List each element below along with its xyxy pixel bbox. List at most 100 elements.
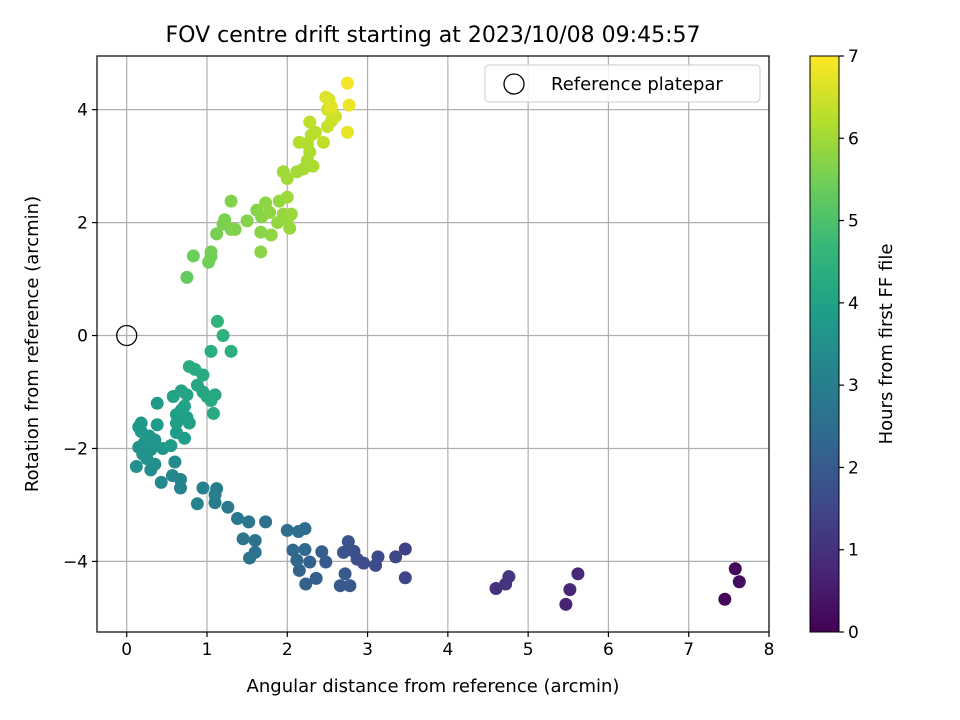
data-point	[280, 190, 294, 204]
data-point	[129, 460, 143, 474]
data-point	[292, 524, 306, 538]
x-tick-label: 2	[282, 640, 293, 660]
legend-entry: Reference platepar	[551, 74, 723, 95]
data-point	[204, 393, 218, 407]
data-point	[563, 583, 577, 597]
data-point	[292, 135, 306, 149]
data-point	[264, 228, 278, 242]
data-point	[398, 571, 412, 585]
data-point	[186, 249, 200, 263]
data-point	[286, 543, 300, 557]
x-axis-label: Angular distance from reference (arcmin)	[247, 676, 620, 697]
data-point	[168, 455, 182, 469]
data-point	[336, 545, 350, 559]
data-point	[228, 222, 242, 236]
data-point	[204, 245, 218, 259]
data-point	[243, 551, 257, 565]
x-tick-label: 4	[442, 640, 453, 660]
data-point	[306, 159, 320, 173]
data-point	[210, 314, 224, 328]
data-point	[236, 532, 250, 546]
data-point	[728, 562, 742, 576]
colorbar: 0 1 2 3 4 5 6 7 Hours from first FF file	[809, 47, 897, 643]
data-point	[389, 550, 403, 564]
data-point	[283, 221, 297, 235]
data-point	[559, 597, 573, 611]
x-tick-label: 7	[683, 640, 694, 660]
data-point	[347, 544, 361, 558]
data-point	[341, 535, 355, 549]
data-point	[150, 396, 164, 410]
data-point	[182, 360, 196, 374]
colorbar-tick-label: 0	[848, 623, 859, 643]
data-point	[134, 416, 148, 430]
colorbar-tick-label: 5	[848, 212, 859, 232]
colorbar-tick-label: 4	[848, 294, 859, 314]
data-point	[299, 577, 313, 591]
data-point	[398, 542, 412, 556]
data-point	[204, 344, 218, 358]
data-point	[178, 399, 192, 413]
data-point	[178, 431, 192, 445]
data-point	[206, 406, 220, 420]
y-tick-label: 2	[77, 214, 88, 234]
data-point	[280, 172, 294, 186]
x-tick-label: 5	[523, 640, 534, 660]
data-point	[224, 344, 238, 358]
data-point	[196, 481, 210, 495]
data-point	[308, 125, 322, 139]
data-point	[732, 575, 746, 589]
y-tick-label: −4	[63, 552, 88, 572]
data-point	[502, 570, 516, 584]
grid-lines	[97, 56, 770, 632]
reference-point	[116, 324, 138, 347]
data-point	[164, 439, 178, 453]
data-point	[180, 388, 194, 402]
chart-title: FOV centre drift starting at 2023/10/08 …	[166, 23, 701, 48]
data-point	[338, 567, 352, 581]
plot-frame	[96, 55, 770, 633]
colorbar-ticks: 0 1 2 3 4 5 6 7	[839, 47, 859, 643]
data-point	[240, 214, 254, 228]
data-point	[218, 213, 232, 227]
colorbar-tick-label: 2	[848, 458, 859, 478]
data-point	[231, 511, 245, 525]
x-tick-label: 6	[603, 640, 614, 660]
y-axis-ticks: −4 −2 0 2 4	[63, 101, 97, 572]
data-point	[263, 205, 277, 219]
legend-box	[484, 64, 761, 103]
data-point	[290, 553, 304, 567]
data-point	[343, 579, 357, 593]
data-point	[309, 571, 323, 585]
data-point	[333, 579, 347, 593]
colorbar-tick-label: 3	[848, 376, 859, 396]
data-point	[190, 497, 204, 511]
data-point	[340, 76, 354, 90]
data-points	[129, 76, 746, 611]
data-point	[319, 90, 333, 104]
data-point	[280, 523, 294, 537]
reference-marker	[116, 324, 138, 347]
data-point	[342, 98, 356, 112]
data-point	[242, 515, 256, 529]
data-point	[180, 270, 194, 284]
data-point	[259, 515, 273, 529]
colorbar-tick-label: 6	[848, 129, 859, 149]
x-tick-label: 3	[362, 640, 373, 660]
data-point	[224, 194, 238, 208]
x-tick-label: 0	[121, 640, 132, 660]
x-tick-label: 8	[764, 640, 775, 660]
x-tick-label: 1	[202, 640, 213, 660]
data-point	[150, 418, 164, 432]
data-point	[303, 555, 317, 569]
data-point	[292, 563, 306, 577]
y-tick-label: −2	[63, 439, 88, 459]
data-point	[319, 555, 333, 569]
data-point	[284, 207, 298, 221]
data-point	[324, 100, 338, 114]
legend: Reference platepar	[484, 64, 761, 103]
data-point	[254, 225, 268, 239]
data-point	[165, 469, 179, 483]
data-point	[369, 558, 383, 572]
